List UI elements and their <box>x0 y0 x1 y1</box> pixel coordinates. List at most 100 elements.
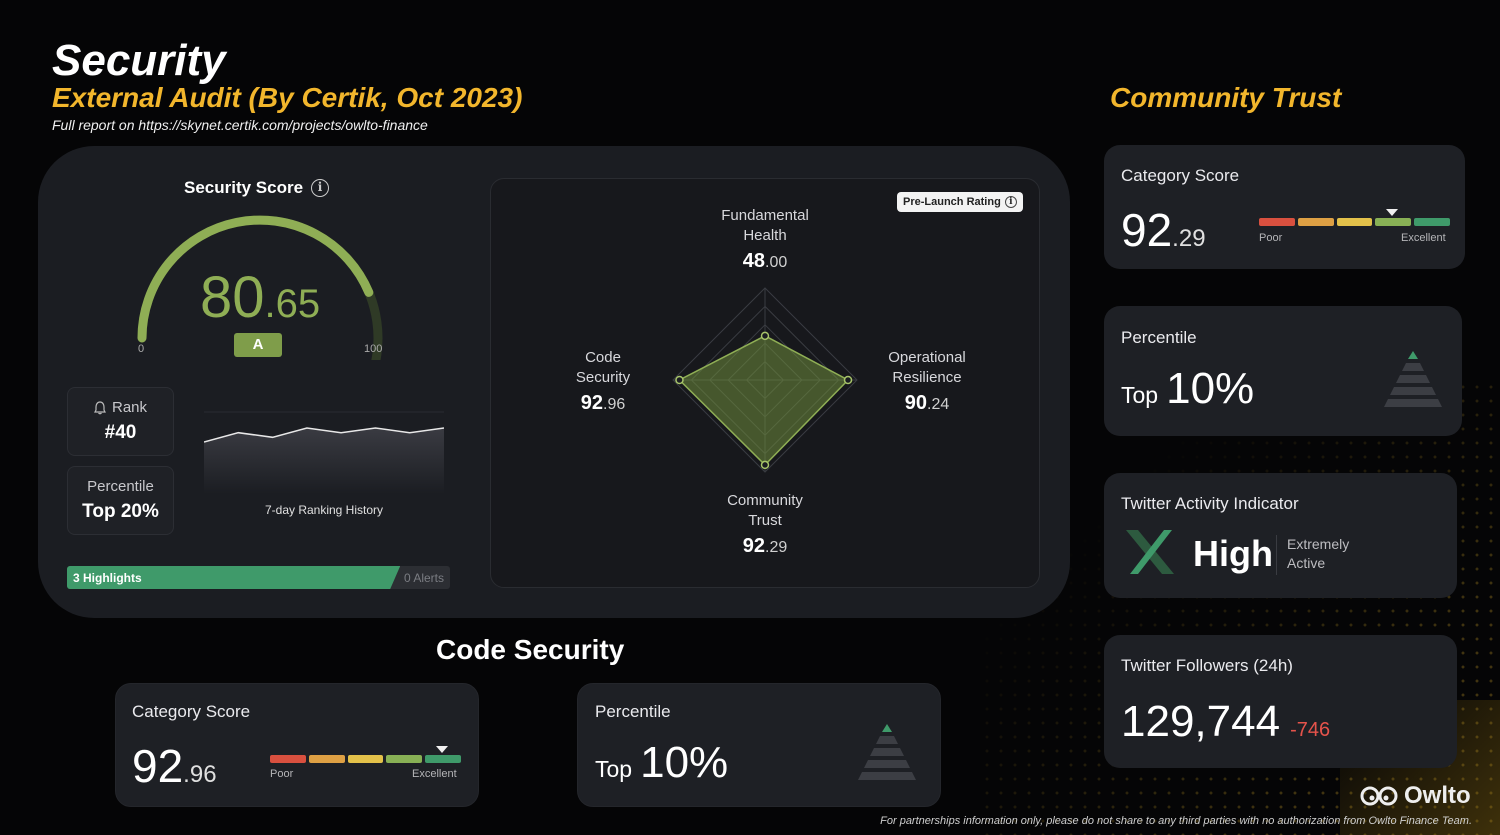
scale-seg-fair <box>1297 218 1334 226</box>
twitter-activity-card: Twitter Activity Indicator High Extremel… <box>1104 473 1457 598</box>
top-value: 10% <box>640 738 729 787</box>
pyramid-icon <box>858 724 916 780</box>
highlights-fill <box>67 566 401 589</box>
scale-seg-good <box>1375 218 1412 226</box>
score-integer: 92 <box>132 740 184 792</box>
score-integer: 80 <box>199 265 265 330</box>
axis-label-line1: Code <box>585 349 621 366</box>
axis-label-line2: Security <box>575 369 631 386</box>
percentile-card: Percentile Top 20% <box>67 466 174 535</box>
axis-operational-resilience: Operational Resilience 90.24 <box>867 348 987 415</box>
bell-icon <box>94 400 106 414</box>
percentile-label: Percentile <box>595 702 671 721</box>
axis-value-dec: .29 <box>765 539 788 556</box>
code-percentile-card: Percentile Top 10% <box>577 683 941 807</box>
top-word: Top <box>1121 382 1159 408</box>
axis-label-line1: Operational <box>888 349 966 366</box>
percentile-label: Percentile <box>87 478 154 495</box>
highlights-alerts-bar[interactable]: 3 Highlights 0 Alerts <box>67 566 450 589</box>
code-security-heading: Code Security <box>436 634 625 665</box>
radar-point <box>675 375 684 385</box>
axis-value-dec: .96 <box>603 396 626 413</box>
radar-chart <box>672 287 858 473</box>
scale-seg-poor <box>270 755 306 763</box>
score-scale <box>1259 218 1450 228</box>
alerts-count: 0 Alerts <box>403 571 444 585</box>
history-area <box>204 428 444 494</box>
security-score-title: Security Score i <box>184 178 330 198</box>
scale-excellent-label: Excellent <box>1401 232 1446 244</box>
axis-label-line1: Fundamental <box>721 207 809 224</box>
scale-seg-fair <box>308 755 345 763</box>
axis-value: 90.24 <box>867 392 987 415</box>
desc-line1: Extremely <box>1287 536 1350 552</box>
score-integer: 92 <box>1121 204 1173 256</box>
scale-seg-average <box>1336 218 1373 226</box>
audit-subtitle: External Audit (By Certik, Oct 2023) <box>52 82 523 113</box>
footer-note: For partnerships information only, pleas… <box>880 815 1472 827</box>
top-value: 10% <box>1166 364 1255 413</box>
axis-label-line2: Resilience <box>892 369 962 386</box>
desc-line2: Active <box>1287 555 1326 571</box>
ranking-history-chart <box>204 411 444 494</box>
x-logo-icon <box>1126 530 1174 574</box>
twitter-activity-title: Twitter Activity Indicator <box>1121 494 1299 513</box>
radar-point <box>843 375 853 385</box>
twitter-followers-value: 129,744 -746 <box>1121 697 1330 747</box>
scale-seg-excellent <box>425 755 461 763</box>
twitter-activity-desc: Extremely Active <box>1287 535 1349 573</box>
axis-label-line1: Community <box>727 492 803 509</box>
security-score-gauge <box>137 215 383 360</box>
radar-value-area <box>678 334 850 466</box>
scale-seg-poor <box>1259 218 1295 226</box>
rank-card: Rank #40 <box>67 387 174 456</box>
axis-value-int: 92 <box>742 535 765 557</box>
pre-launch-rating-badge[interactable]: Pre-Launch Rating i <box>897 192 1023 212</box>
pre-launch-label: Pre-Launch Rating <box>903 196 1001 208</box>
axis-value: 92.96 <box>553 392 653 415</box>
axis-code-security: Code Security 92.96 <box>553 348 653 415</box>
twitter-followers-title: Twitter Followers (24h) <box>1121 656 1293 675</box>
axis-community-trust: Community Trust 92.29 <box>705 491 825 558</box>
scale-poor-label: Poor <box>270 768 294 780</box>
score-decimal: .65 <box>264 282 321 326</box>
scale-excellent-label: Excellent <box>412 768 457 780</box>
axis-value-dec: .24 <box>927 396 950 413</box>
code-category-score-card: Category Score 92.96 Poor Excellent <box>115 683 479 807</box>
divider <box>1276 535 1277 575</box>
axis-value-int: 90 <box>904 392 927 414</box>
radar-points <box>675 331 853 470</box>
score-scale <box>270 755 461 765</box>
security-score-label: Security Score <box>184 178 304 197</box>
axis-label-line2: Trust <box>748 512 782 529</box>
axis-value-int: 92 <box>580 392 603 414</box>
history-line <box>204 427 444 443</box>
community-category-score-card: Category Score 92.29 Poor Excellent <box>1104 145 1465 269</box>
owl-logo-icon <box>1360 786 1398 806</box>
community-trust-heading: Community Trust <box>1110 82 1342 113</box>
category-score-label: Category Score <box>132 702 251 721</box>
percentile-value: Top 10% <box>1121 364 1254 414</box>
followers-change: -746 <box>1290 719 1331 741</box>
axis-value-int: 48 <box>742 250 765 272</box>
rank-value: #40 <box>104 422 137 443</box>
gauge-min-label: 0 <box>138 343 145 355</box>
info-icon[interactable]: i <box>311 179 330 197</box>
rank-label: Rank <box>111 399 148 416</box>
grade-badge: A <box>234 333 282 357</box>
ranking-history-label: 7-day Ranking History <box>264 503 384 517</box>
security-score-value: 80.65 <box>160 264 360 331</box>
twitter-followers-card: Twitter Followers (24h) 129,744 -746 <box>1104 635 1457 768</box>
score-decimal: .29 <box>1172 225 1206 252</box>
axis-value-dec: .00 <box>765 254 788 271</box>
category-score-value: 92.96 <box>132 739 217 793</box>
scale-pointer-icon <box>436 746 448 753</box>
gauge-max-label: 100 <box>364 343 383 355</box>
percentile-label: Percentile <box>1121 328 1197 347</box>
report-link[interactable]: Full report on https://skynet.certik.com… <box>52 117 428 133</box>
scale-seg-average <box>347 755 384 763</box>
scale-seg-excellent <box>1414 218 1450 226</box>
axis-fundamental-health: Fundamental Health 48.00 <box>705 206 825 273</box>
highlights-count: 3 Highlights <box>73 571 142 585</box>
score-decimal: .96 <box>183 761 217 788</box>
